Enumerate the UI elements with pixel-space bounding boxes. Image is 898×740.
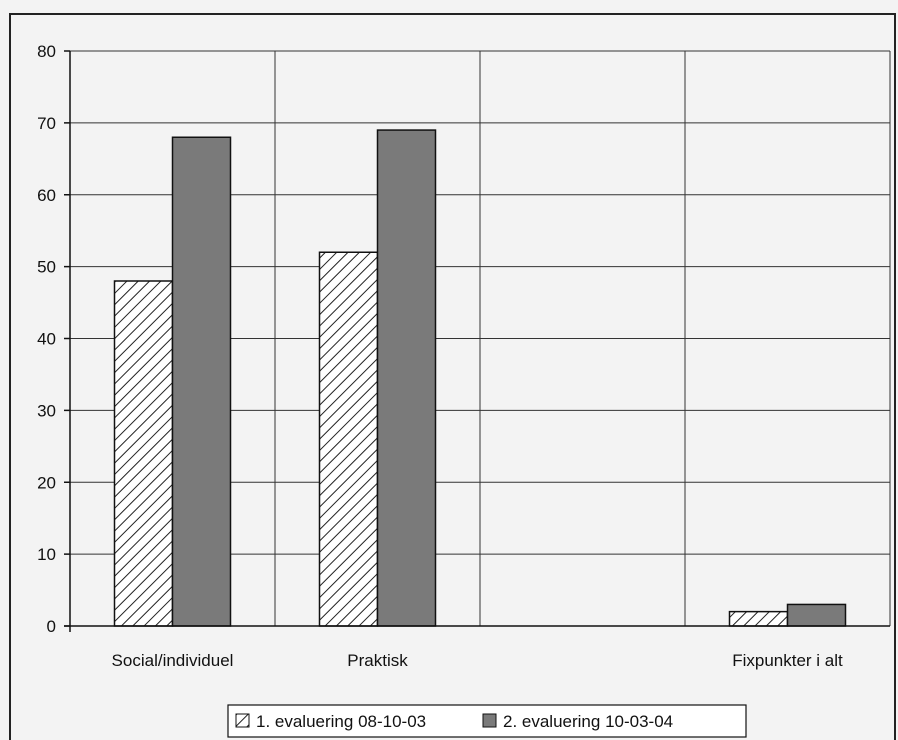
bar-eval1-1 — [318, 251, 379, 627]
chart-outer-border — [9, 13, 896, 740]
legend-label-eval1: 1. evaluering 08-10-03 — [256, 712, 426, 731]
legend-swatch-eval2 — [482, 713, 497, 728]
bar-eval2-0 — [171, 136, 232, 627]
x-category-label: Praktisk — [347, 651, 408, 670]
y-tick-label: 10 — [37, 545, 56, 564]
legend-label-eval2: 2. evaluering 10-03-04 — [503, 712, 673, 731]
bar-eval2-3 — [786, 603, 847, 627]
y-tick-label: 40 — [37, 330, 56, 349]
y-tick-label: 30 — [37, 401, 56, 420]
legend-swatch-eval1 — [235, 713, 250, 728]
bar-eval2-1 — [376, 129, 437, 627]
y-tick-label: 0 — [47, 617, 56, 636]
y-tick-label: 60 — [37, 186, 56, 205]
y-tick-label: 20 — [37, 473, 56, 492]
x-category-label: Social/individuel — [112, 651, 234, 670]
y-tick-label: 70 — [37, 114, 56, 133]
x-category-label: Fixpunkter i alt — [732, 651, 843, 670]
bar-eval1-0 — [113, 280, 174, 627]
y-tick-label: 50 — [37, 258, 56, 277]
bar-eval1-3 — [728, 610, 789, 627]
y-tick-label: 80 — [37, 42, 56, 61]
